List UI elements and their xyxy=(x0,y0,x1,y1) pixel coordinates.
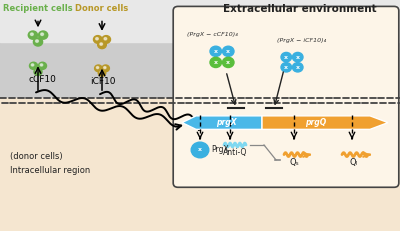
Circle shape xyxy=(41,33,44,36)
Text: x: x xyxy=(214,60,218,65)
Circle shape xyxy=(210,46,222,56)
Circle shape xyxy=(30,33,33,36)
Text: Qₗ: Qₗ xyxy=(350,158,358,167)
Text: x: x xyxy=(284,55,288,60)
Text: Recipient cells: Recipient cells xyxy=(3,4,73,13)
Circle shape xyxy=(34,68,42,75)
Circle shape xyxy=(94,36,102,43)
Text: (donor cells): (donor cells) xyxy=(10,152,63,161)
Circle shape xyxy=(98,41,106,49)
Circle shape xyxy=(104,67,106,69)
Circle shape xyxy=(38,31,48,39)
Circle shape xyxy=(102,65,109,72)
Text: x: x xyxy=(198,147,202,152)
Circle shape xyxy=(31,64,34,66)
Circle shape xyxy=(96,67,99,69)
Text: x: x xyxy=(226,60,230,65)
Circle shape xyxy=(281,52,292,62)
Text: (PrgX − iCF10)₄: (PrgX − iCF10)₄ xyxy=(278,38,326,43)
Text: prgX: prgX xyxy=(216,118,236,127)
Circle shape xyxy=(28,31,38,39)
Circle shape xyxy=(33,38,43,46)
Text: prgQ: prgQ xyxy=(305,118,327,127)
Circle shape xyxy=(210,57,222,67)
Circle shape xyxy=(95,65,102,72)
Circle shape xyxy=(36,70,38,72)
Circle shape xyxy=(104,38,107,40)
Text: Qₛ: Qₛ xyxy=(289,158,299,167)
Circle shape xyxy=(36,40,38,42)
Text: x: x xyxy=(226,49,230,54)
Circle shape xyxy=(96,38,98,40)
Circle shape xyxy=(281,63,292,72)
Circle shape xyxy=(102,36,110,43)
Text: x: x xyxy=(296,55,300,60)
Text: cCF10: cCF10 xyxy=(29,76,57,85)
Text: x: x xyxy=(296,65,300,70)
Circle shape xyxy=(222,46,234,56)
Circle shape xyxy=(38,62,46,69)
Text: x: x xyxy=(214,49,218,54)
Text: Donor cells: Donor cells xyxy=(75,4,129,13)
Bar xyxy=(0,0,400,42)
Text: PrgX: PrgX xyxy=(211,146,229,155)
Circle shape xyxy=(292,63,303,72)
Text: Extracellular environment: Extracellular environment xyxy=(223,4,377,14)
Text: iCF10: iCF10 xyxy=(90,77,116,86)
Bar xyxy=(0,98,400,231)
Text: (PrgX − cCF10)₄: (PrgX − cCF10)₄ xyxy=(187,32,237,37)
FancyArrow shape xyxy=(262,116,388,129)
Circle shape xyxy=(292,52,303,62)
Text: x: x xyxy=(284,65,288,70)
Circle shape xyxy=(40,64,43,66)
Circle shape xyxy=(222,57,234,67)
Circle shape xyxy=(191,142,209,158)
Text: Anti-Q: Anti-Q xyxy=(223,148,247,157)
FancyArrow shape xyxy=(182,116,262,129)
FancyBboxPatch shape xyxy=(173,6,399,187)
Circle shape xyxy=(100,43,102,45)
Bar xyxy=(0,0,400,98)
Circle shape xyxy=(98,70,106,76)
Text: Intracellular region: Intracellular region xyxy=(10,166,90,175)
Circle shape xyxy=(100,71,102,73)
Circle shape xyxy=(30,62,38,69)
